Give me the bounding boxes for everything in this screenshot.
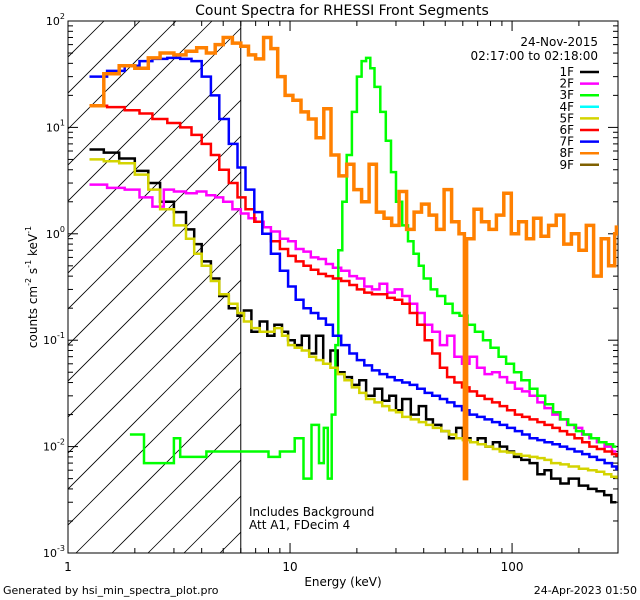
hatch-line (68, 21, 105, 58)
series-5F (89, 158, 618, 479)
annotation-attenuator: Att A1, FDecim 4 (249, 518, 350, 532)
legend-label: 1F (559, 65, 574, 79)
y-tick-label: 10-2 (43, 438, 65, 454)
hatch-line (68, 21, 177, 130)
x-tick-label: 100 (501, 560, 524, 574)
annotation-background: Includes Background (249, 505, 374, 519)
date-label: 24-Nov-2015 (520, 35, 598, 49)
y-label-mid: s (26, 268, 40, 278)
legend-label: 7F (559, 135, 574, 149)
y-label-end: keV (26, 233, 40, 260)
chart-title: Count Spectra for RHESSI Front Segments (195, 3, 489, 19)
series-3F (129, 56, 617, 480)
legend-label: 4F (559, 100, 574, 114)
x-tick-label: 1 (64, 560, 72, 574)
legend-label: 2F (559, 77, 574, 91)
y-tick-label: 101 (46, 118, 65, 134)
hatch-line (68, 21, 285, 238)
axis-ticks (67, 20, 619, 554)
x-tick-labels: 1 10 100 (64, 560, 523, 574)
hatch-line (68, 21, 213, 166)
y-label-exp1: -2 (24, 278, 33, 286)
series-2F (89, 183, 617, 453)
footer-timestamp: 24-Apr-2023 01:50 (534, 584, 637, 597)
y-label-base: counts cm (26, 286, 40, 348)
x-tick-label: 10 (282, 560, 297, 574)
legend-label: 9F (559, 158, 574, 172)
y-tick-label: 10-1 (43, 331, 65, 347)
series-6F (89, 104, 618, 457)
legend-label: 5F (559, 111, 574, 125)
legend-label: 8F (559, 146, 574, 160)
y-tick-label: 10-3 (43, 544, 65, 560)
y-tick-label: 100 (46, 225, 65, 241)
y-tick-label: 102 (46, 12, 65, 28)
y-label-exp2: -1 (24, 260, 33, 268)
y-tick-labels: 10-3 10-2 10-1 100 101 102 (43, 12, 65, 560)
time-range-label: 02:17:00 to 02:18:00 (471, 49, 598, 63)
hatch-line (68, 21, 141, 94)
legend-label: 3F (559, 88, 574, 102)
hatch-line (68, 21, 321, 274)
series-group (89, 35, 618, 504)
legend-label: 6F (559, 123, 574, 137)
y-axis-label: counts cm-2 s-1 keV-1 (24, 226, 40, 348)
hatch-line (68, 21, 249, 202)
series-7F (89, 56, 618, 471)
series-8F (89, 35, 618, 481)
plot-frame (67, 20, 619, 554)
y-label-exp3: -1 (24, 226, 33, 234)
x-axis-label: Energy (keV) (304, 575, 381, 589)
footer-generated-by: Generated by hsi_min_spectra_plot.pro (3, 584, 219, 597)
